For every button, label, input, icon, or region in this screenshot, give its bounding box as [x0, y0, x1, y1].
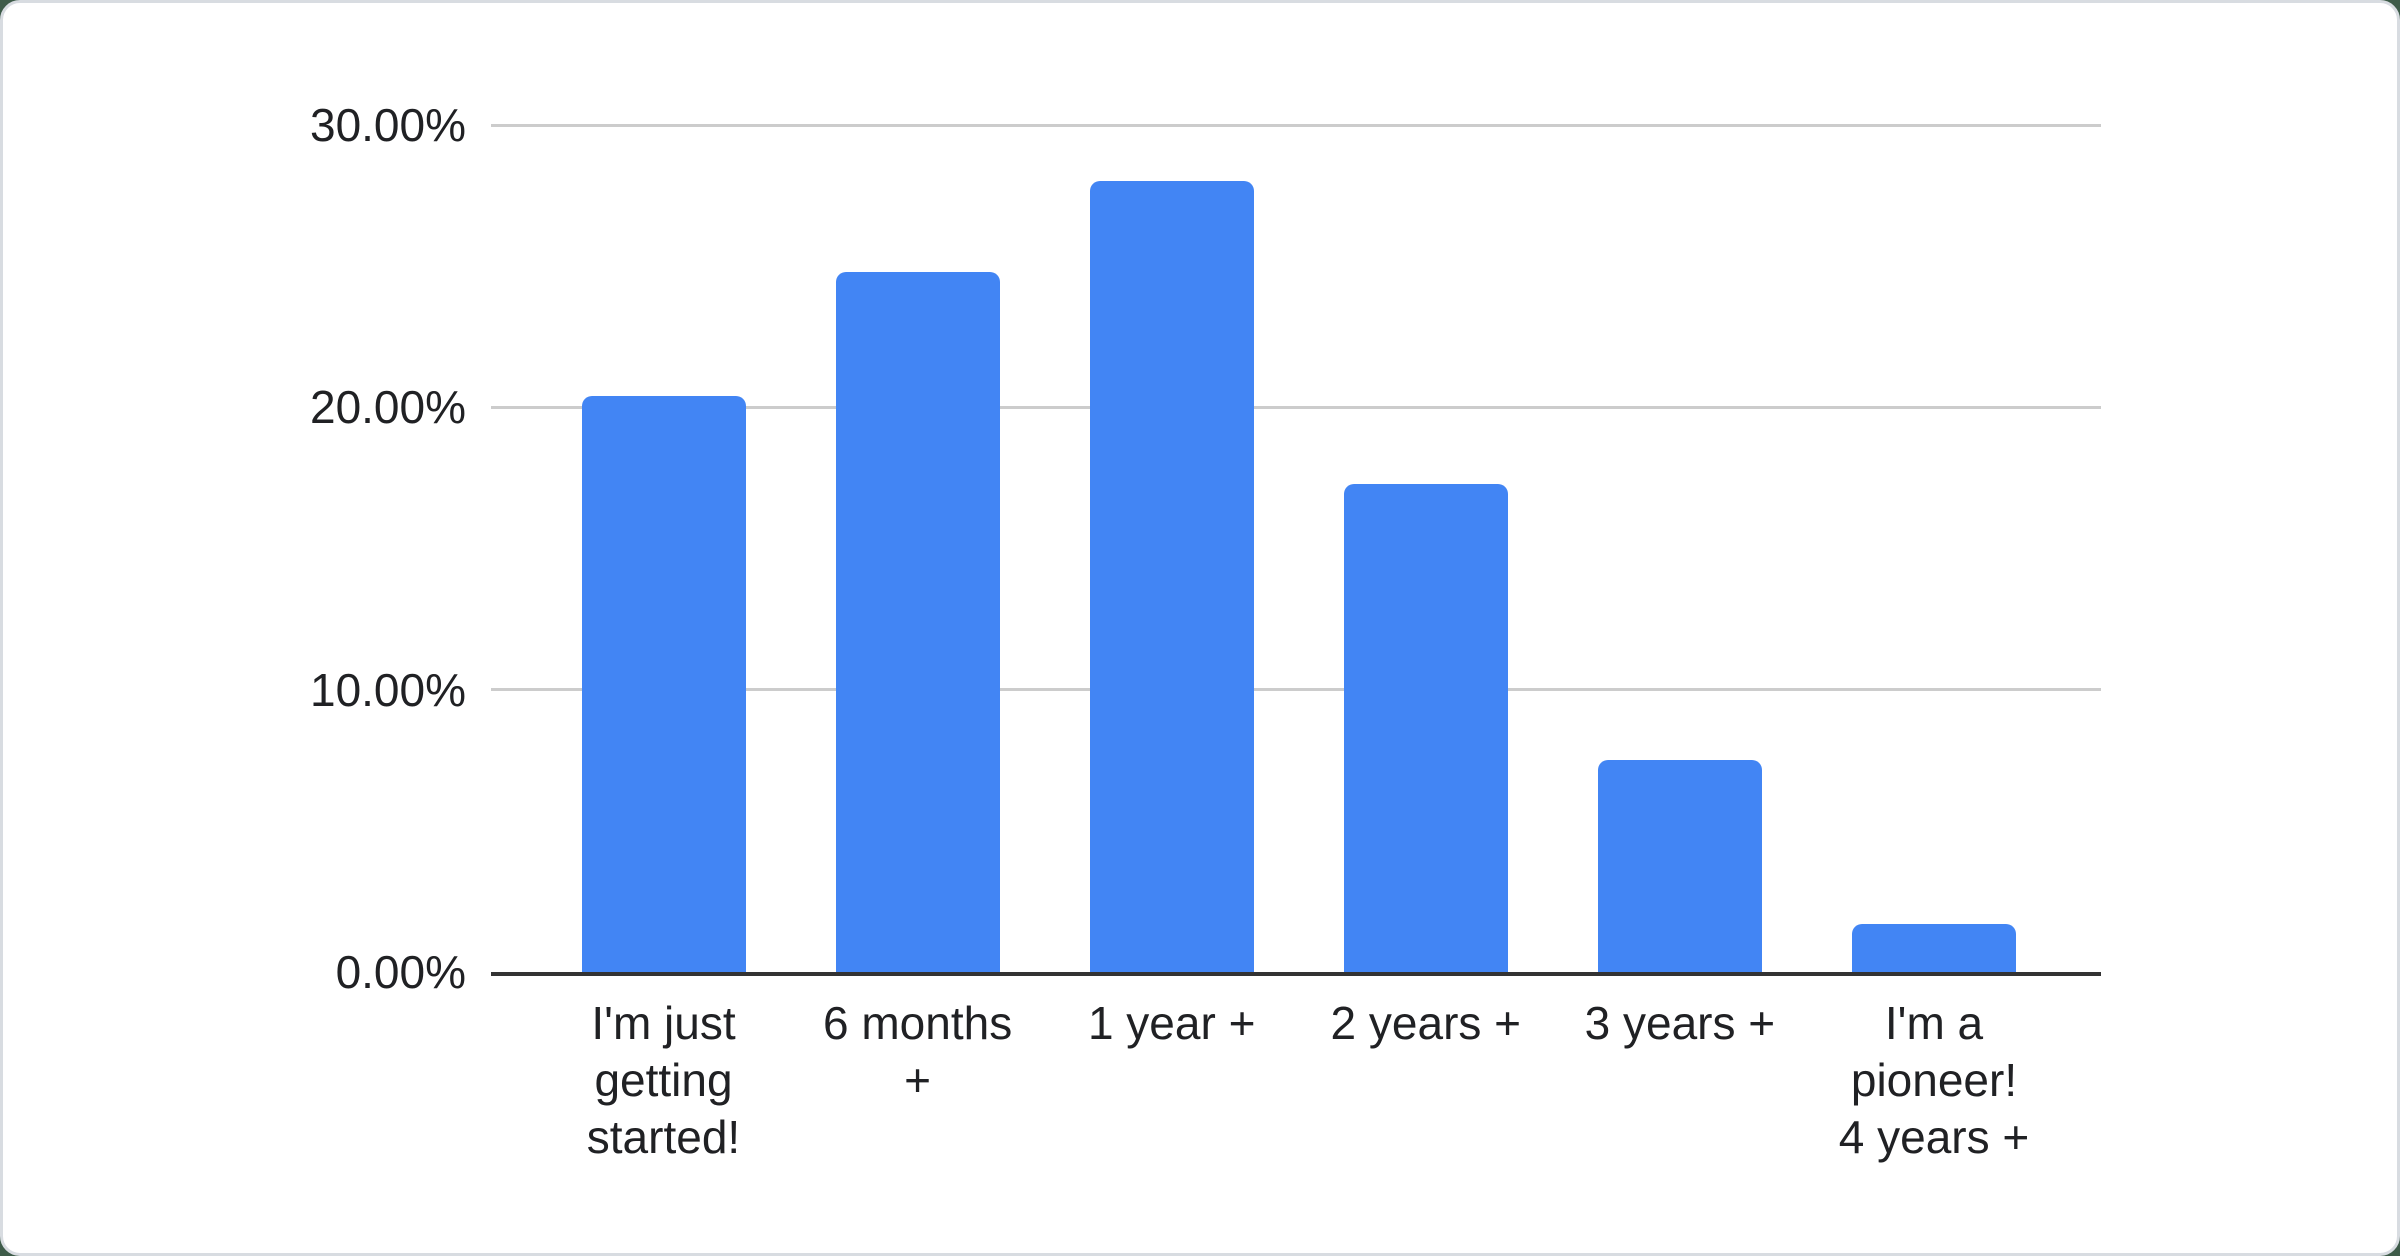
x-category-label: I'm a pioneer! 4 years + [1838, 997, 2030, 1163]
y-tick-label: 10.00% [309, 663, 466, 716]
bar [835, 271, 1000, 972]
gridline [491, 688, 2101, 692]
y-tick-label: 20.00% [309, 381, 466, 434]
x-category-label: 6 months + [822, 997, 1013, 1106]
x-category-label: 2 years + [1330, 997, 1522, 1049]
y-tick-label: 30.00% [309, 99, 466, 151]
bar [1089, 181, 1254, 972]
bar [1343, 483, 1508, 972]
bar [581, 396, 746, 972]
x-axis-line [491, 972, 2101, 976]
x-category-label: 3 years + [1584, 997, 1776, 1049]
y-tick-label: 0.00% [335, 946, 466, 998]
bar [1852, 924, 2016, 972]
bar-chart: 0.00% 10.00% 20.00% 30.00% I'm just getting… [3, 3, 2397, 1253]
gridline [491, 405, 2101, 409]
x-category-label: I'm just getting started! [586, 997, 741, 1163]
bar [1597, 760, 1762, 972]
x-category-label: 1 year + [1087, 997, 1256, 1049]
gridline [491, 123, 2101, 127]
